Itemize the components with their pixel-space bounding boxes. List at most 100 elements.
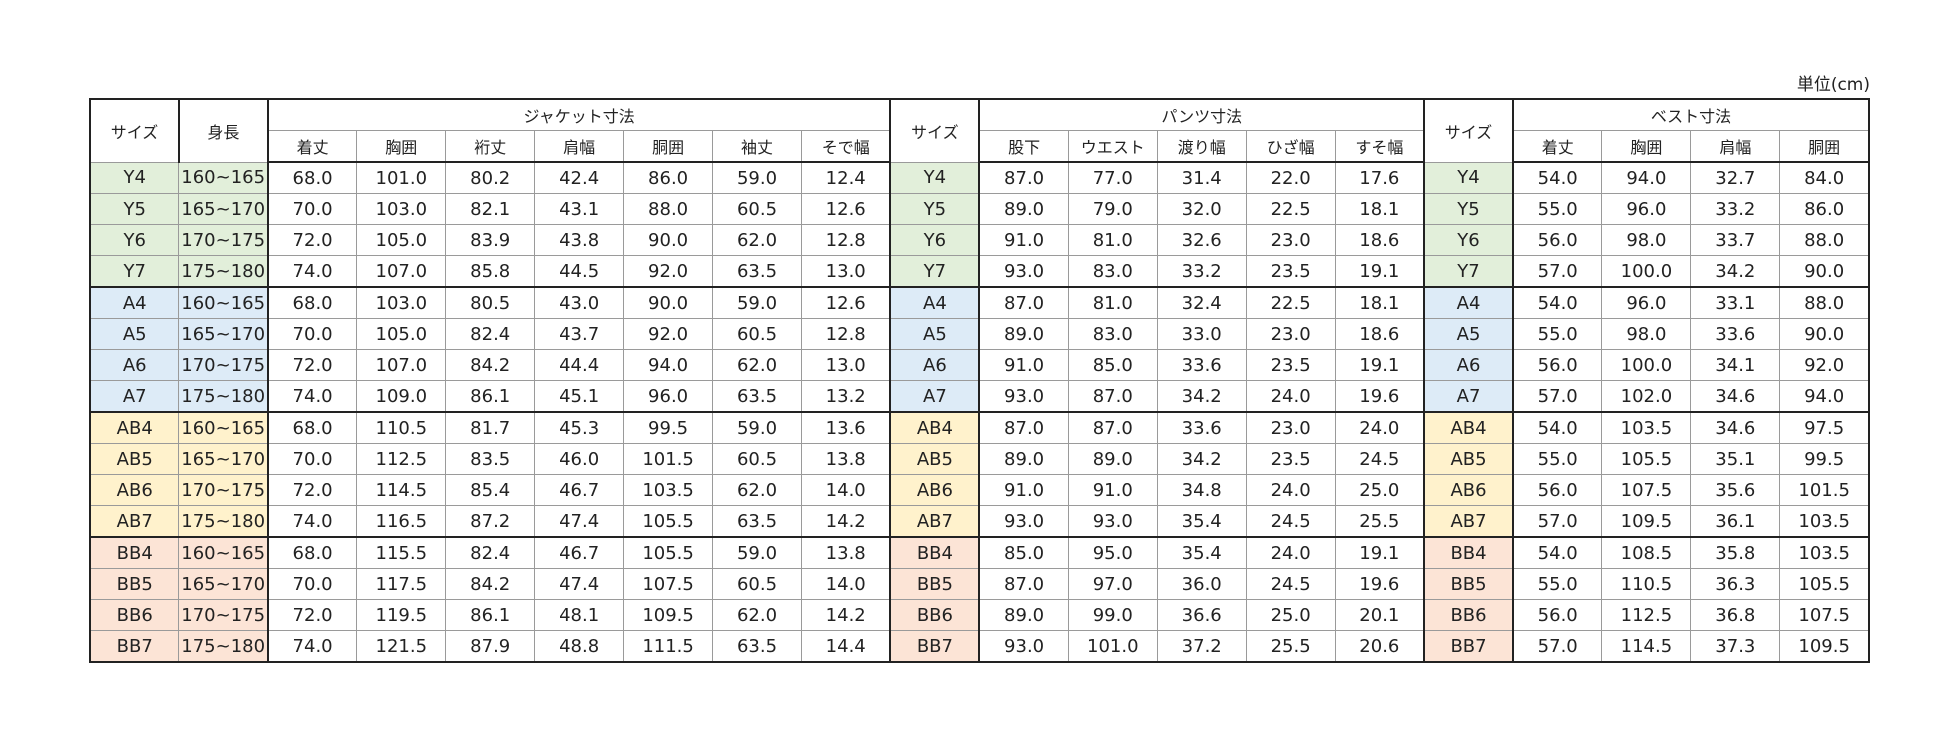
value-cell: 60.5 (712, 568, 802, 600)
value-cell: 93.0 (978, 255, 1069, 288)
value-cell: 33.7 (1690, 224, 1781, 256)
size-cell: Y6 (89, 224, 180, 256)
table-row: Y4 160~165 68.0 101.0 80.2 42.4 86.0 59.0 12.4 Y4… (89, 161, 1870, 194)
value-cell: 121.5 (356, 630, 447, 663)
value-cell: 103.5 (1779, 536, 1870, 569)
value-cell: 36.6 (1156, 599, 1247, 631)
size-cell: A7 (89, 380, 180, 413)
value-cell: 24.5 (1334, 443, 1425, 475)
value-cell: 82.4 (445, 318, 536, 350)
value-cell: 34.2 (1156, 443, 1247, 475)
unit-label: 単位(cm) (1796, 75, 1870, 95)
value-cell: 13.0 (801, 349, 891, 381)
value-cell: 74.0 (266, 630, 358, 663)
value-cell: 36.1 (1690, 505, 1781, 538)
value-cell: 112.5 (1601, 599, 1692, 631)
value-cell: 43.1 (534, 193, 625, 225)
value-cell: 96.0 (1601, 286, 1692, 319)
size-cell: BB7 (89, 630, 180, 663)
value-cell: 81.7 (445, 411, 536, 444)
value-cell: 32.7 (1690, 161, 1781, 194)
value-cell: 56.0 (1512, 349, 1603, 381)
size-cell: AB5 (89, 443, 180, 475)
value-cell: 60.5 (712, 443, 802, 475)
value-cell: 86.0 (1779, 193, 1870, 225)
value-cell: 47.4 (534, 505, 625, 538)
value-cell: 14.2 (801, 599, 891, 631)
value-cell: 68.0 (266, 161, 358, 194)
value-cell: 23.0 (1245, 411, 1336, 444)
value-cell: 46.0 (534, 443, 625, 475)
value-cell: 57.0 (1512, 380, 1603, 413)
value-cell: 81.0 (1067, 286, 1158, 319)
size-cell: 160~165 (178, 161, 269, 194)
table-header: サイズ 身長 ジャケット寸法 サイズ パンツ寸法 サイズ ベスト寸法 着丈 胸囲 裄丈 肩幅 胴囲 袖丈… (89, 98, 1870, 163)
value-cell: 20.1 (1334, 599, 1425, 631)
header-cell: 渡り幅 (1156, 130, 1247, 163)
value-cell: 47.4 (534, 568, 625, 600)
value-cell: 35.8 (1690, 536, 1781, 569)
value-cell: 68.0 (266, 411, 358, 444)
value-cell: 12.8 (801, 224, 891, 256)
value-cell: 90.0 (623, 286, 714, 319)
value-cell: 92.0 (623, 318, 714, 350)
header-cell: 胸囲 (1601, 130, 1692, 163)
value-cell: 107.5 (623, 568, 714, 600)
value-cell: 48.8 (534, 630, 625, 663)
size-cell: AB7 (89, 505, 180, 538)
value-cell: 94.0 (1779, 380, 1870, 413)
value-cell: 74.0 (266, 380, 358, 413)
value-cell: 99.5 (623, 411, 714, 444)
size-cell: BB5 (889, 568, 980, 600)
value-cell: 95.0 (1067, 536, 1158, 569)
value-cell: 87.0 (978, 568, 1069, 600)
value-cell: 72.0 (266, 599, 358, 631)
size-cell: 165~170 (178, 318, 269, 350)
value-cell: 114.5 (1601, 630, 1692, 663)
table-row: Y7 175~180 74.0 107.0 85.8 44.5 92.0 63.5 13.0 Y7… (89, 255, 1870, 288)
value-cell: 103.0 (356, 193, 447, 225)
value-cell: 105.0 (356, 318, 447, 350)
header-cell: 裄丈 (445, 130, 536, 163)
value-cell: 23.5 (1245, 349, 1336, 381)
value-cell: 35.4 (1156, 505, 1247, 538)
value-cell: 59.0 (712, 411, 802, 444)
value-cell: 23.5 (1245, 255, 1336, 288)
value-cell: 103.5 (1779, 505, 1870, 538)
value-cell: 59.0 (712, 286, 802, 319)
value-cell: 37.2 (1156, 630, 1247, 663)
value-cell: 43.8 (534, 224, 625, 256)
value-cell: 91.0 (978, 349, 1069, 381)
value-cell: 13.2 (801, 380, 891, 413)
value-cell: 109.5 (623, 599, 714, 631)
value-cell: 105.0 (356, 224, 447, 256)
value-cell: 105.5 (623, 505, 714, 538)
value-cell: 18.1 (1334, 193, 1425, 225)
value-cell: 86.1 (445, 380, 536, 413)
size-cell: BB6 (89, 599, 180, 631)
value-cell: 31.4 (1156, 161, 1247, 194)
value-cell: 34.8 (1156, 474, 1247, 506)
value-cell: 44.5 (534, 255, 625, 288)
size-cell: Y5 (889, 193, 980, 225)
value-cell: 94.0 (623, 349, 714, 381)
value-cell: 45.3 (534, 411, 625, 444)
size-cell: 160~165 (178, 536, 269, 569)
size-cell: 175~180 (178, 630, 269, 663)
size-cell: A4 (889, 286, 980, 319)
size-cell: Y5 (1423, 193, 1514, 225)
value-cell: 93.0 (978, 380, 1069, 413)
value-cell: 33.1 (1690, 286, 1781, 319)
value-cell: 37.3 (1690, 630, 1781, 663)
value-cell: 70.0 (266, 318, 358, 350)
value-cell: 117.5 (356, 568, 447, 600)
value-cell: 23.0 (1245, 318, 1336, 350)
header-cell: サイズ (89, 98, 180, 163)
size-cell: AB7 (889, 505, 980, 538)
header-row: 着丈 胸囲 裄丈 肩幅 胴囲 袖丈 そで幅 股下 ウエスト 渡り幅 ひざ幅 すそ幅 着丈 胸囲 肩幅 胴囲 (90, 130, 1870, 163)
size-cell: Y6 (889, 224, 980, 256)
table-row: A4 160~165 68.0 103.0 80.5 43.0 90.0 59.0 12.6 A4… (89, 286, 1870, 319)
value-cell: 19.1 (1334, 349, 1425, 381)
header-cell: 袖丈 (712, 130, 802, 163)
value-cell: 57.0 (1512, 255, 1603, 288)
